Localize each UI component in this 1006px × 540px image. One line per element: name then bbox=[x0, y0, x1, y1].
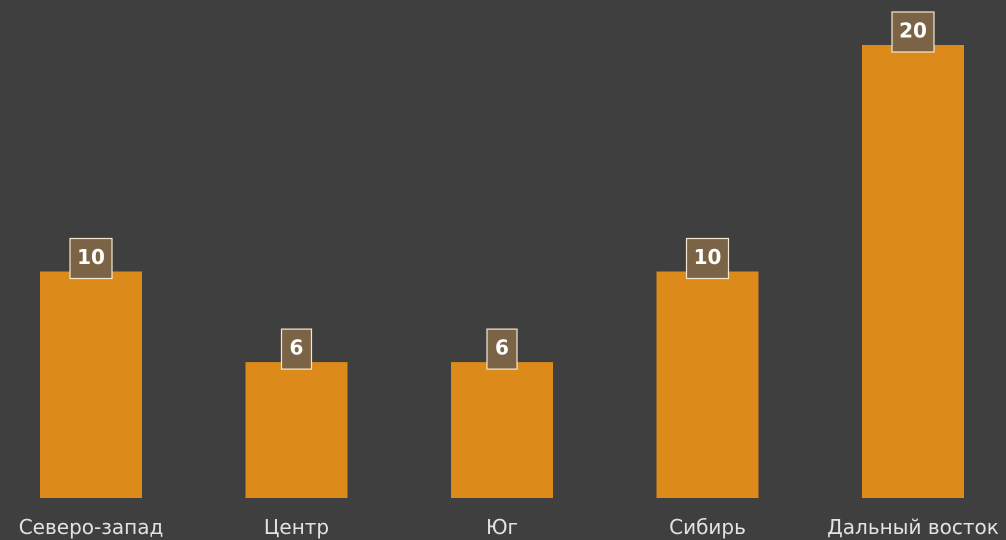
category-label-5: Дальный восток bbox=[827, 515, 999, 539]
category-label-3: Юг bbox=[486, 515, 518, 539]
value-label-box-4 bbox=[685, 237, 730, 280]
bar-3 bbox=[451, 362, 553, 498]
value-label-2: 6 bbox=[290, 336, 304, 360]
value-label-box-1 bbox=[69, 237, 113, 280]
x-axis-labels-layer: Северо-запад Центр Юг Сибирь Дальный восток bbox=[19, 515, 999, 539]
value-label-box-2 bbox=[280, 328, 313, 370]
bar-1 bbox=[40, 271, 142, 498]
bar-4 bbox=[656, 271, 759, 498]
value-labels-layer: 10 6 6 10 20 bbox=[69, 11, 935, 370]
value-label-box-5 bbox=[891, 11, 935, 53]
category-label-4: Сибирь bbox=[669, 515, 746, 539]
category-label-2: Центр bbox=[264, 515, 329, 539]
value-label-1: 10 bbox=[77, 245, 105, 269]
value-label-3: 6 bbox=[495, 336, 509, 360]
bar-2 bbox=[245, 362, 348, 498]
value-label-4: 10 bbox=[694, 245, 722, 269]
bar-5 bbox=[862, 45, 964, 498]
category-label-1: Северо-запад bbox=[19, 515, 164, 539]
bars-layer bbox=[40, 45, 964, 498]
value-label-5: 20 bbox=[899, 19, 927, 43]
value-label-box-3 bbox=[486, 328, 518, 370]
